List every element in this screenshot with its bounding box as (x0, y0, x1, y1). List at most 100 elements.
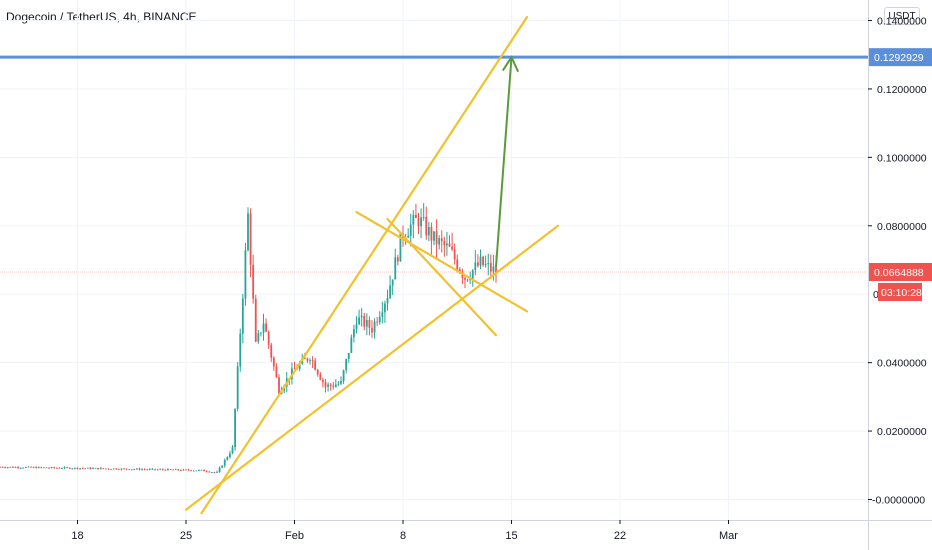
candle-body (210, 472, 213, 474)
candle-body (244, 250, 247, 299)
candle-body (350, 337, 353, 353)
candle-body (409, 224, 412, 236)
candle-body (482, 256, 484, 266)
candle-body (4, 467, 7, 469)
candle-body (427, 227, 430, 236)
candle-body (172, 469, 174, 471)
candle-body (89, 467, 92, 469)
candle-body (407, 235, 410, 238)
candle-body (314, 360, 317, 370)
y-tick-label: 0.1400000 (877, 16, 927, 28)
trendline (386, 217, 498, 337)
candle-body (133, 469, 136, 471)
candle-body (187, 469, 190, 471)
candle-body (200, 469, 203, 471)
candle-body (6, 467, 9, 469)
candle-body (156, 469, 159, 471)
candle-body (208, 471, 211, 473)
candle-body (148, 469, 151, 470)
trendline (184, 224, 560, 511)
candle-body (9, 466, 12, 468)
target-price-text: 0.1292929 (874, 52, 924, 64)
candle-body (40, 467, 43, 468)
candle-body (347, 352, 350, 360)
candle-body (438, 238, 441, 245)
candle-body (236, 366, 239, 409)
arrow-shaft (495, 57, 513, 267)
candle-body (358, 317, 360, 325)
candle-body (136, 468, 138, 470)
candle-body (456, 259, 459, 270)
candle-body (110, 469, 112, 470)
candle-body (324, 382, 327, 387)
candle-body (466, 279, 469, 281)
candle-body (125, 468, 128, 470)
candle-body (458, 269, 461, 273)
y-tick-label: 0.1200000 (877, 84, 927, 96)
candle-body (443, 240, 446, 246)
candle-body (231, 447, 234, 454)
candle-body (278, 377, 280, 394)
candle-body (218, 467, 221, 473)
candle-body (399, 233, 402, 262)
candle-body (161, 469, 164, 471)
x-axis-labels: 18 25 Feb 8 15 22 Mar (71, 520, 738, 542)
candle-body (448, 243, 451, 247)
candle-body (14, 467, 17, 468)
candle-body (203, 469, 205, 472)
candle-body (32, 467, 35, 468)
candle-body (249, 213, 252, 265)
candle-body (355, 324, 358, 330)
candle-body (234, 408, 236, 448)
candle-body (179, 470, 182, 471)
candle-body (74, 467, 76, 469)
x-tick-label: Mar (719, 530, 738, 542)
candle-body (105, 468, 107, 470)
candle-body (327, 384, 329, 387)
candle-body (319, 374, 322, 380)
currency-button[interactable]: USDT (884, 7, 920, 25)
candle-body (365, 320, 368, 327)
candle-body (396, 257, 399, 262)
x-tick-label: 22 (614, 530, 626, 542)
candle-body (185, 469, 187, 471)
candle-body (138, 468, 141, 470)
candle-body (55, 467, 58, 469)
candle-body (363, 315, 366, 327)
candle-body (342, 370, 345, 381)
candle-body (12, 466, 14, 468)
candle-body (205, 471, 208, 472)
candle-body (381, 312, 384, 317)
candle-body (298, 363, 301, 369)
candle-body (477, 262, 479, 266)
candle-body (71, 468, 74, 470)
candle-body (417, 217, 420, 227)
candle-body (169, 469, 172, 470)
candle-body (430, 227, 433, 241)
candle-body (123, 468, 125, 470)
projection-arrow (495, 55, 520, 267)
trendline (200, 16, 529, 515)
candle-body (17, 467, 19, 468)
candle-body (167, 469, 169, 471)
candle-body (389, 285, 391, 298)
y-tick-label: 0.0400000 (877, 358, 927, 370)
x-tick-label: Feb (285, 530, 304, 542)
candle-body (412, 214, 415, 225)
candle-body (94, 468, 97, 469)
candle-body (368, 320, 371, 328)
candle-body (440, 238, 443, 241)
candle-body (190, 470, 193, 472)
trendline (355, 211, 529, 313)
x-tick-label: 18 (71, 530, 83, 542)
candle-body (309, 360, 311, 362)
candle-body (177, 469, 180, 471)
candle-body (391, 279, 394, 286)
candle-body (386, 297, 389, 304)
candle-body (453, 249, 456, 260)
last-price-tag (869, 263, 932, 282)
candle-body (337, 383, 340, 385)
candle-body (226, 457, 229, 460)
candle-body (360, 315, 363, 318)
